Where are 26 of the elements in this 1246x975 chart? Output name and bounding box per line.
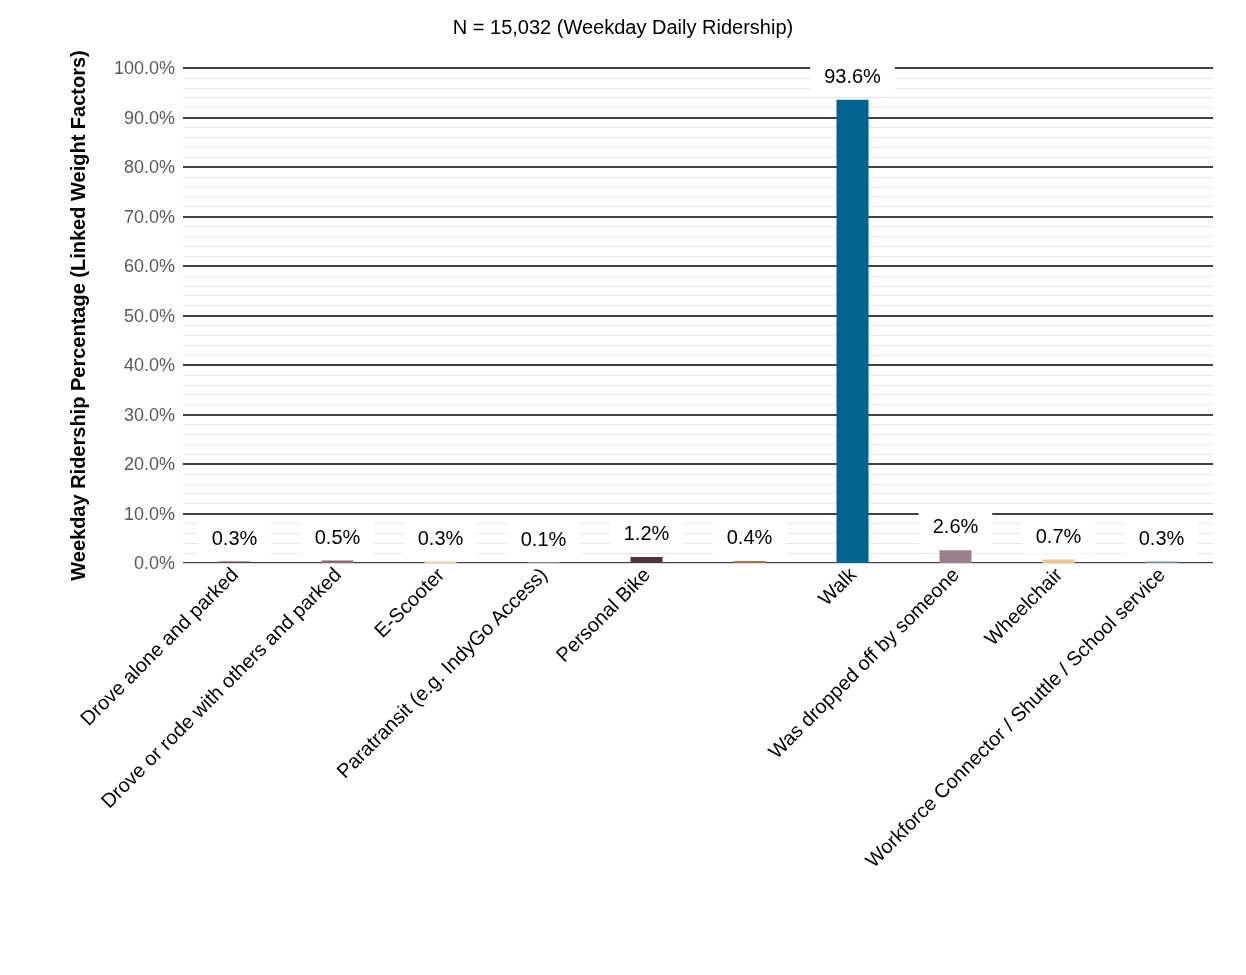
y-tick-label: 0.0% (133, 553, 175, 573)
y-axis-title: Weekday Ridership Percentage (Linked Weight Factors) (67, 50, 89, 581)
y-tick-label: 70.0% (123, 206, 175, 227)
y-tick-label: 60.0% (123, 256, 175, 276)
y-tick-label: 50.0% (123, 305, 175, 326)
data-label: 0.7% (1035, 524, 1082, 547)
y-tick-label: 100.0% (113, 58, 175, 78)
y-tick-label: 10.0% (123, 503, 175, 524)
data-label: 0.1% (520, 527, 567, 550)
data-label: 0.3% (417, 526, 464, 549)
data-label: 0.3% (211, 526, 258, 549)
y-tick-label: 20.0% (123, 454, 175, 474)
bar (939, 550, 972, 563)
y-tick-label: 80.0% (123, 157, 175, 177)
data-label: 1.2% (623, 522, 670, 545)
y-tick-label: 30.0% (123, 404, 175, 425)
bar (836, 99, 869, 563)
bar (630, 557, 663, 563)
data-label: 0.3% (1138, 526, 1185, 549)
data-label: 93.6% (824, 64, 882, 87)
data-label: 0.5% (314, 525, 361, 548)
y-tick-label: 90.0% (123, 107, 175, 128)
chart-title: N = 15,032 (Weekday Daily Ridership) (452, 16, 794, 38)
data-label: 2.6% (932, 515, 979, 538)
data-label: 0.4% (726, 526, 773, 549)
y-tick-label: 40.0% (123, 355, 175, 375)
